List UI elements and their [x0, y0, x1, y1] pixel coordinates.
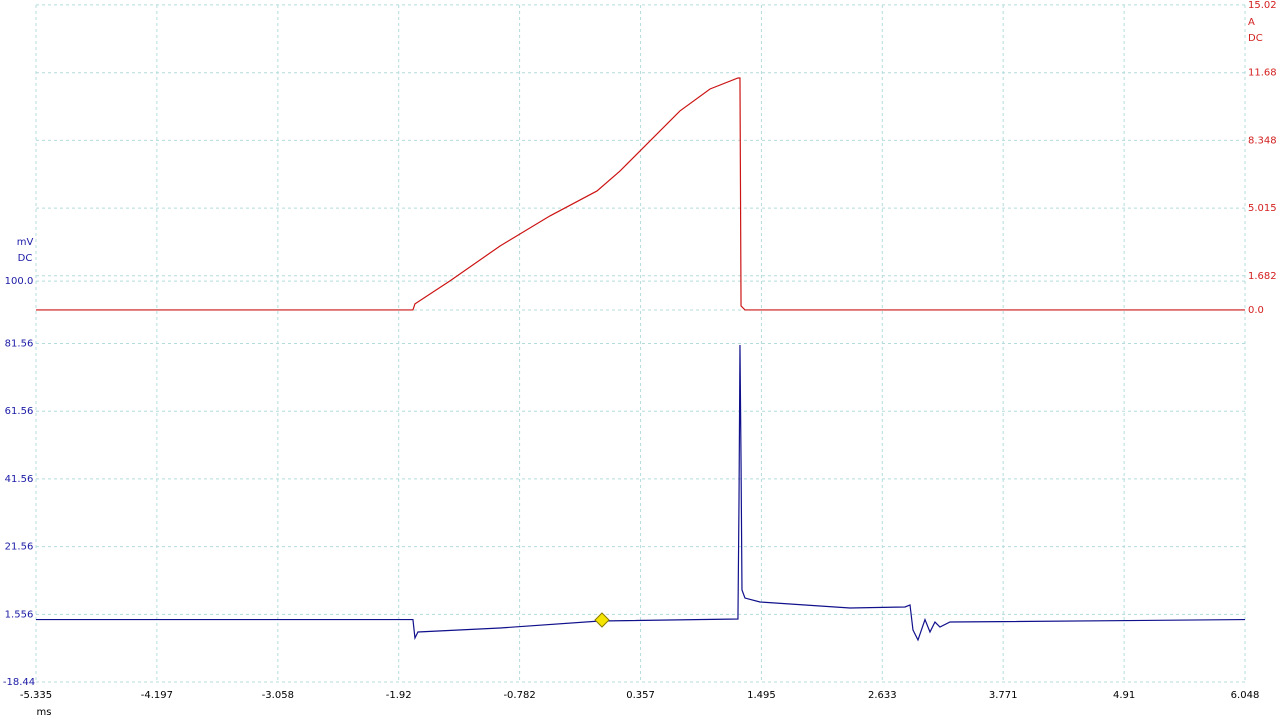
x-tick-label: -4.197 — [141, 690, 173, 701]
trace — [36, 77, 1245, 311]
y2-tick-label: 5.015 — [1248, 203, 1277, 214]
y-coupling-label: DC — [18, 253, 33, 264]
x-tick-label: -5.335 — [20, 690, 52, 701]
y2-tick-label: 8.348 — [1248, 135, 1277, 146]
x-tick-label: -1.92 — [386, 690, 412, 701]
x-tick-label: 1.495 — [747, 690, 776, 701]
x-tick-label: -0.782 — [503, 690, 535, 701]
x-tick-label: -3.058 — [262, 690, 294, 701]
y-tick-label: 1.556 — [5, 609, 34, 620]
y-tick-label: 41.56 — [5, 474, 34, 485]
y2-tick-label: 15.02 — [1248, 0, 1277, 11]
x-unit-label: ms — [37, 707, 52, 718]
x-tick-label: 0.357 — [626, 690, 655, 701]
y-tick-label: 61.56 — [5, 406, 34, 417]
x-tick-label: 2.633 — [868, 690, 897, 701]
y2-tick-label: 1.682 — [1248, 271, 1277, 282]
x-tick-label: 6.048 — [1231, 690, 1260, 701]
y2-unit-label: A — [1248, 17, 1255, 28]
y2-coupling-label: DC — [1248, 33, 1263, 44]
trace — [36, 345, 1246, 642]
y-tick-label: 100.0 — [5, 276, 34, 287]
y2-tick-label: 11.68 — [1248, 68, 1277, 79]
trigger-marker — [594, 612, 610, 628]
y2-tick-label: 0.0 — [1248, 305, 1264, 316]
y-tick-label: 81.56 — [5, 339, 34, 350]
x-tick-label: 3.771 — [989, 690, 1018, 701]
y-unit-label: mV — [17, 237, 34, 248]
y-tick-label: 21.56 — [5, 542, 34, 553]
x-tick-label: 4.91 — [1113, 690, 1135, 701]
y-tick-label: -18.44 — [3, 677, 35, 688]
